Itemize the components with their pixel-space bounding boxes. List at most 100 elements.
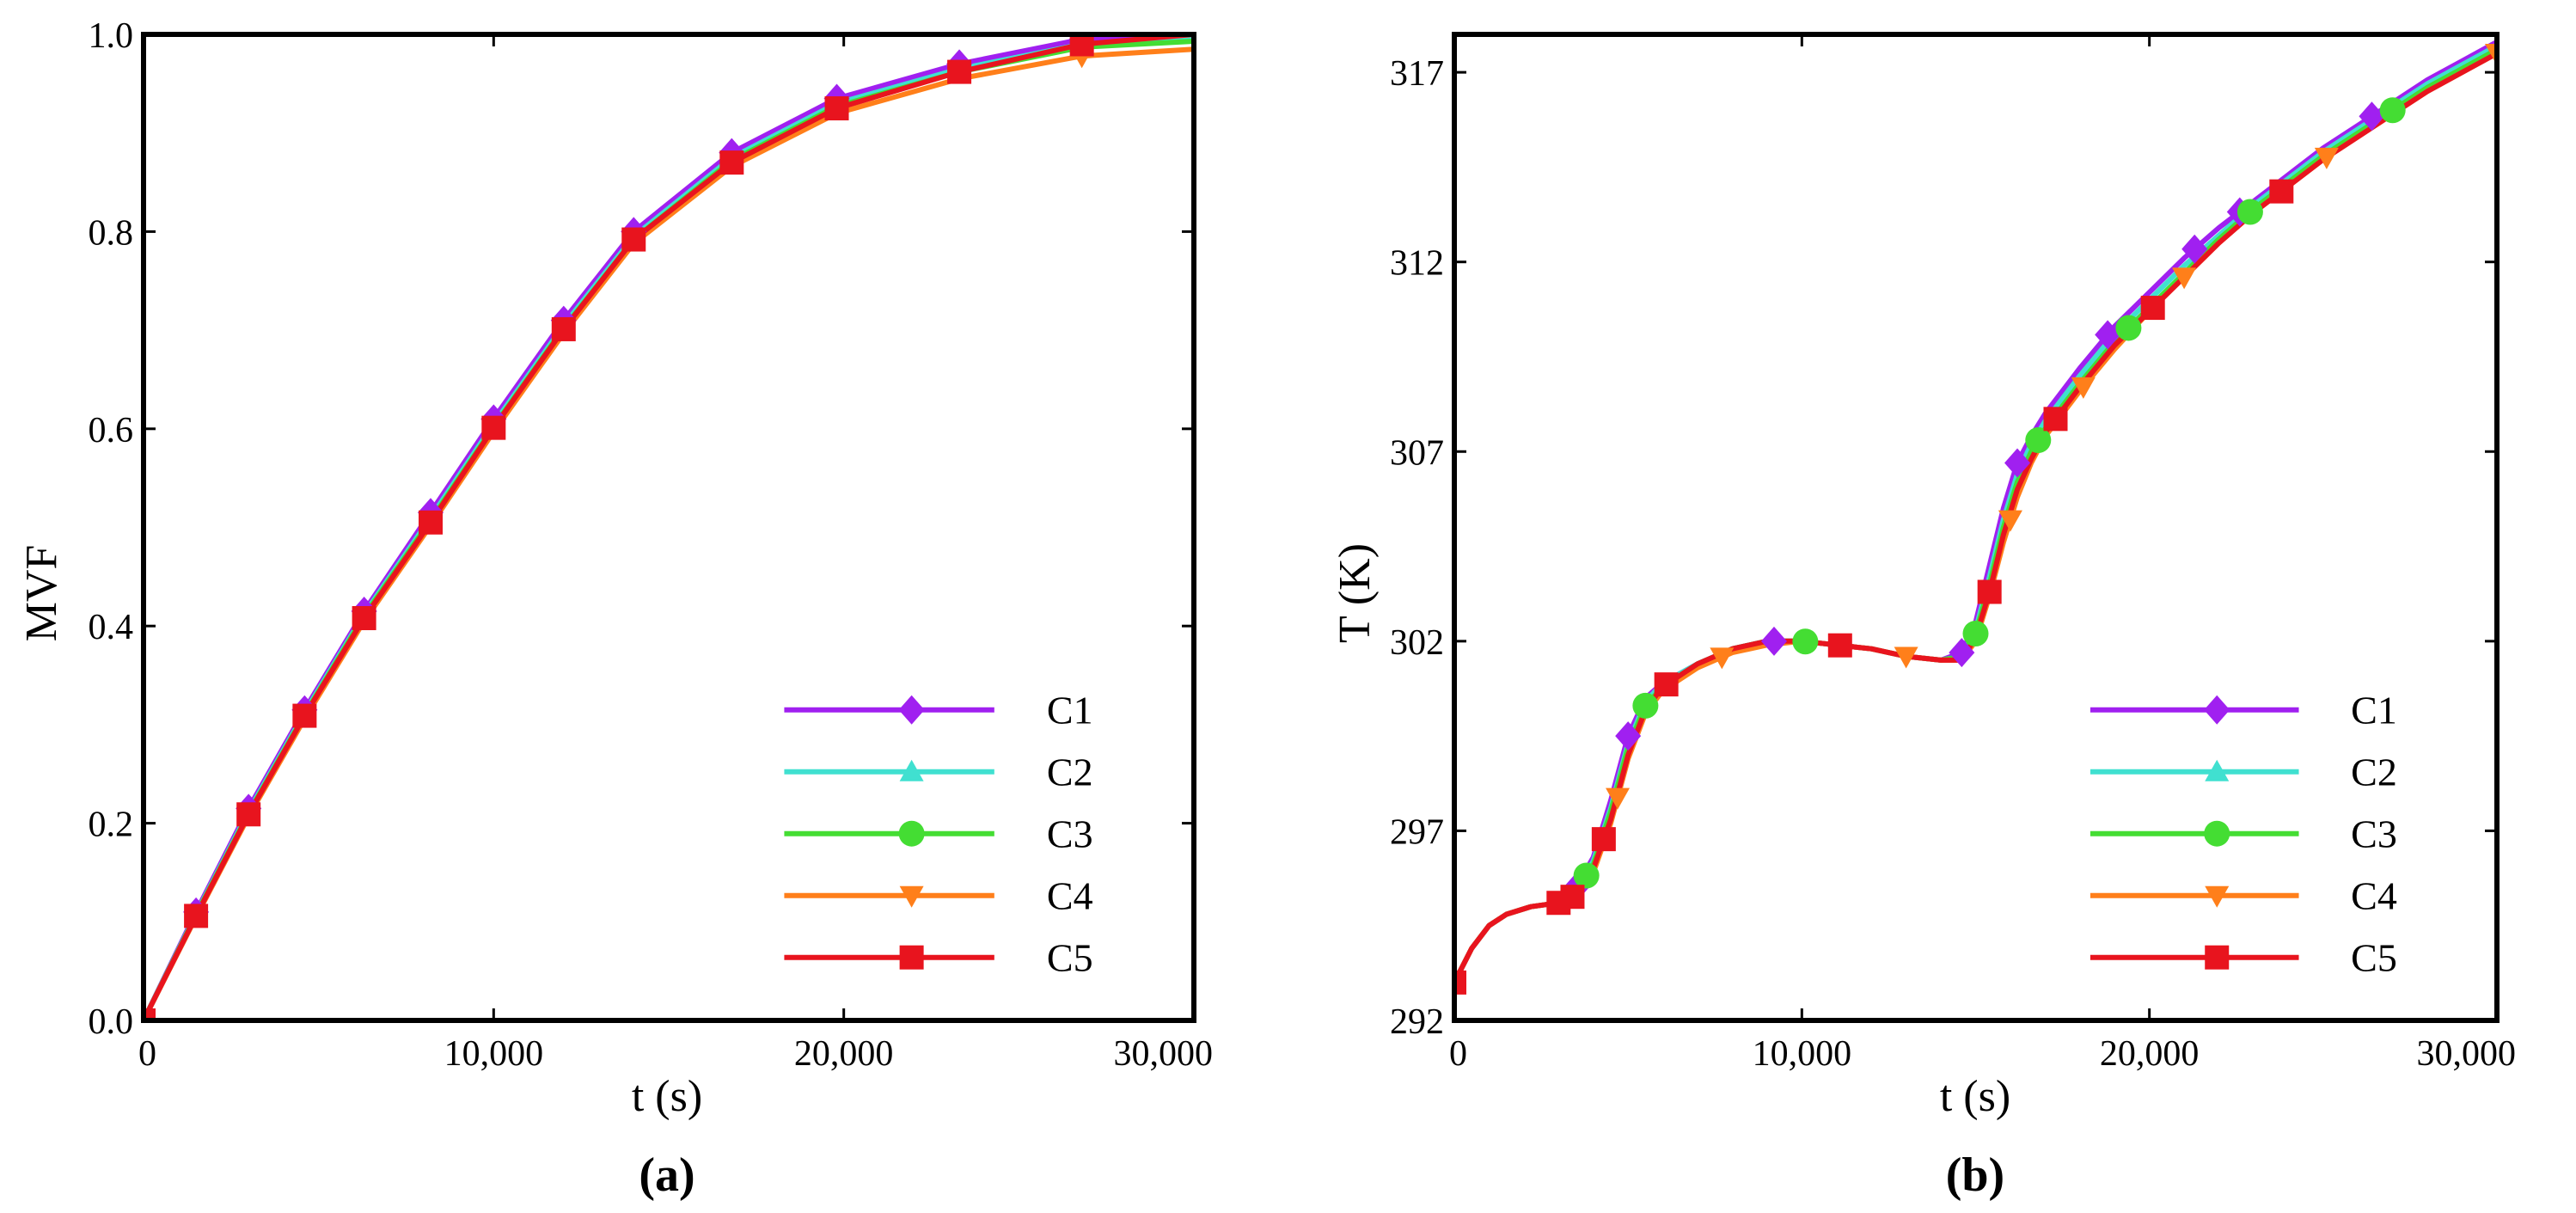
legend-label-c5: C5 [2351, 936, 2397, 980]
data-point-c5 [1454, 970, 1466, 995]
data-point-c4 [2172, 267, 2197, 290]
legend-marker-c5 [2205, 945, 2230, 970]
data-point-c5 [947, 59, 972, 84]
data-point-c5 [184, 904, 209, 928]
data-point-c4 [2314, 147, 2339, 169]
data-point-c1 [2181, 234, 2208, 264]
legend-marker-c4 [2205, 885, 2230, 908]
panel-b: 292 297 302 307 312 317 0 10,000 20,000 30,000 t… [1331, 32, 2516, 1202]
legend-marker-c5 [899, 945, 924, 970]
y-tick-label: 297 [1390, 812, 1444, 852]
legend-label-c1: C1 [2351, 689, 2397, 732]
data-point-c3 [2025, 427, 2052, 454]
y-tick-label: 0.0 [89, 1002, 134, 1042]
x-tick-label: 0 [138, 1034, 156, 1074]
legend-label-c3: C3 [2351, 812, 2397, 856]
data-point-c4 [2485, 44, 2497, 66]
data-point-c1 [2095, 320, 2121, 350]
data-point-c3 [2236, 199, 2263, 225]
data-point-c5 [292, 703, 317, 728]
data-point-c5 [621, 227, 646, 252]
legend-label-c1: C1 [1047, 689, 1093, 732]
data-point-c1 [2004, 448, 2031, 478]
legend-label-c2: C2 [1047, 750, 1093, 794]
panel-b-xlabel: t (s) [1940, 1072, 2010, 1121]
legend-label-c2: C2 [2351, 750, 2397, 794]
panel-b-legend: C1 C2 C3 C4 C5 [2090, 689, 2397, 980]
series-line-c2 [144, 36, 1194, 1020]
y-tick-label: 0.4 [89, 608, 134, 647]
data-point-c5 [1560, 885, 1585, 910]
data-point-c4 [1894, 646, 1918, 669]
y-tick-label: 0.8 [89, 213, 134, 253]
data-point-c5 [2043, 407, 2068, 432]
panel-a-xlabel: t (s) [632, 1072, 702, 1121]
y-tick-label: 302 [1390, 623, 1444, 663]
y-tick-label: 317 [1390, 54, 1444, 94]
data-point-c5 [551, 316, 576, 341]
data-point-c1 [1615, 721, 1642, 751]
data-point-c5 [1977, 579, 2002, 604]
panel-a-series [144, 34, 1194, 1020]
panel-b-xtick-labels: 0 10,000 20,000 30,000 [1449, 1034, 2516, 1074]
series-line-c1 [144, 34, 1194, 1020]
panel-a-ylabel: MVF [17, 545, 66, 642]
data-point-c3 [2379, 97, 2406, 124]
legend-marker-c3 [898, 820, 925, 847]
panel-a-ticks [142, 33, 1196, 1022]
legend-marker-c1 [2204, 695, 2230, 725]
data-point-c5 [2269, 179, 2294, 204]
data-point-c5 [1591, 827, 1616, 852]
data-point-c5 [481, 415, 506, 440]
data-point-c5 [144, 1008, 156, 1020]
data-point-c5 [352, 606, 376, 631]
data-point-c5 [824, 96, 849, 121]
x-tick-label: 30,000 [1114, 1034, 1214, 1074]
y-tick-label: 307 [1390, 433, 1444, 473]
legend-label-c4: C4 [2351, 874, 2397, 918]
panel-b-series [1454, 39, 2497, 995]
data-point-c5 [236, 802, 261, 827]
x-tick-label: 10,000 [444, 1034, 544, 1074]
data-point-c3 [1792, 628, 1819, 655]
data-point-c5 [1654, 672, 1679, 697]
y-tick-label: 1.0 [89, 16, 134, 56]
panel-a-label: (a) [639, 1149, 694, 1202]
legend-label-c3: C3 [1047, 812, 1093, 856]
data-point-c5 [419, 510, 444, 535]
legend-marker-c2 [2205, 759, 2230, 781]
y-tick-label: 292 [1390, 1002, 1444, 1042]
series-line-c5 [144, 34, 1194, 1020]
data-point-c3 [1632, 692, 1659, 719]
x-tick-label: 0 [1449, 1034, 1467, 1074]
legend-marker-c4 [899, 885, 924, 908]
panel-b-ylabel: T (K) [1331, 543, 1380, 643]
data-point-c3 [1573, 862, 1600, 889]
legend-marker-c3 [2204, 820, 2230, 847]
series-line-c4 [144, 46, 1194, 1020]
data-point-c4 [2071, 377, 2096, 399]
panel-a: 0.0 0.2 0.4 0.6 0.8 1.0 0 10,000 20,000 30,000 t… [17, 16, 1213, 1202]
data-point-c4 [1606, 787, 1631, 810]
data-point-c1 [2359, 101, 2385, 132]
panel-b-ytick-labels: 292 297 302 307 312 317 [1390, 54, 1444, 1042]
legend-label-c5: C5 [1047, 936, 1093, 980]
panel-a-plot-frame [141, 32, 1196, 1023]
panel-a-ytick-labels: 0.0 0.2 0.4 0.6 0.8 1.0 [89, 16, 134, 1042]
legend-label-c4: C4 [1047, 874, 1093, 918]
data-point-c5 [719, 150, 744, 175]
legend-marker-c1 [898, 695, 925, 725]
x-tick-label: 20,000 [2100, 1034, 2200, 1074]
data-point-c4 [1998, 510, 2022, 532]
x-tick-label: 30,000 [2417, 1034, 2517, 1074]
y-tick-label: 312 [1390, 244, 1444, 284]
x-tick-label: 10,000 [1753, 1034, 1852, 1074]
panel-b-plot-frame [1452, 32, 2500, 1023]
data-point-c1 [1949, 638, 1975, 668]
y-tick-label: 0.6 [89, 411, 134, 450]
data-point-c5 [2140, 296, 2165, 321]
series-line-c3 [144, 39, 1194, 1020]
data-point-c5 [1069, 34, 1094, 57]
data-point-c3 [2115, 315, 2142, 341]
